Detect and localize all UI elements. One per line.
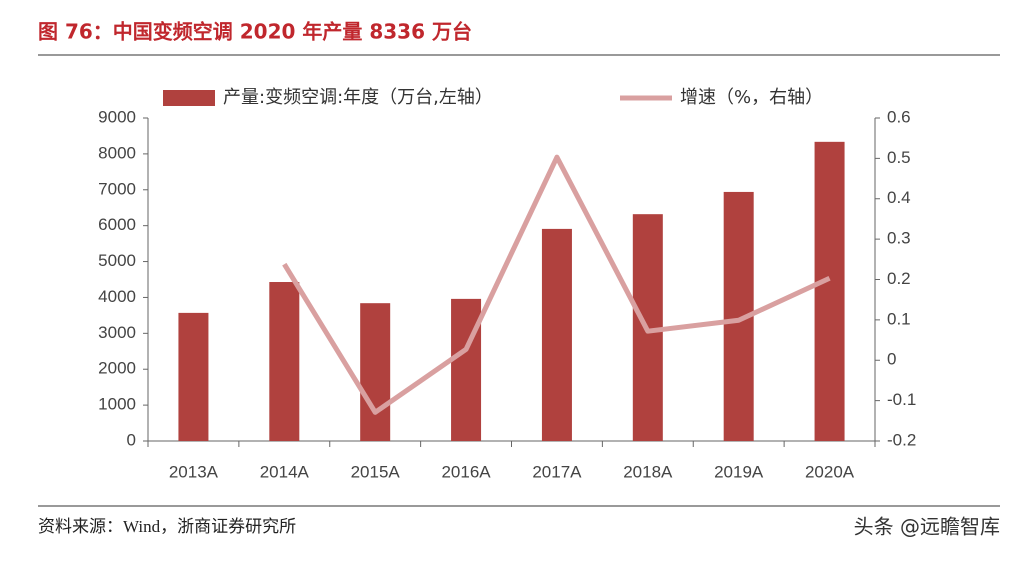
y-tick-label: 1000: [98, 395, 136, 414]
y-tick-label: 0: [127, 430, 136, 449]
chart-title: 图 76：中国变频空调 2020 年产量 8336 万台: [38, 20, 472, 44]
bar: [269, 282, 300, 441]
y2-tick-label: 0.2: [887, 269, 911, 288]
x-tick-label: 2017A: [532, 462, 582, 481]
y2-tick-label: 0.5: [887, 148, 911, 167]
legend-label: 产量:变频空调:年度（万台,左轴）: [223, 87, 493, 108]
y2-tick-label: 0: [887, 350, 896, 369]
x-tick-label: 2020A: [805, 462, 855, 481]
y-tick-label: 4000: [98, 287, 136, 306]
y2-tick-label: -0.2: [887, 430, 916, 449]
y-tick-label: 5000: [98, 251, 136, 270]
x-tick-label: 2019A: [714, 462, 764, 481]
x-tick-label: 2013A: [169, 462, 219, 481]
y-tick-label: 7000: [98, 179, 136, 198]
watermark: 头条 @远瞻智库: [854, 515, 1000, 539]
y-tick-label: 3000: [98, 323, 136, 342]
x-tick-label: 2016A: [441, 462, 491, 481]
bar: [814, 141, 845, 442]
bar: [178, 312, 209, 441]
legend-swatch: [163, 90, 215, 106]
x-tick-label: 2015A: [351, 462, 401, 481]
y2-tick-label: 0.6: [887, 107, 911, 126]
y2-tick-label: 0.4: [887, 188, 911, 207]
bar: [360, 303, 391, 441]
y2-tick-label: 0.3: [887, 229, 911, 248]
bar: [541, 228, 572, 441]
y-tick-label: 2000: [98, 359, 136, 378]
bar: [451, 298, 482, 441]
y2-tick-label: -0.1: [887, 390, 916, 409]
x-tick-label: 2014A: [260, 462, 310, 481]
y2-tick-label: 0.1: [887, 309, 911, 328]
y-tick-label: 9000: [98, 107, 136, 126]
y-tick-label: 8000: [98, 143, 136, 162]
x-tick-label: 2018A: [623, 462, 673, 481]
line: [282, 154, 831, 415]
source: 资料来源：Wind，浙商证券研究所: [38, 517, 296, 536]
y-tick-label: 6000: [98, 215, 136, 234]
legend-label: 增速（%，右轴）: [680, 87, 823, 108]
